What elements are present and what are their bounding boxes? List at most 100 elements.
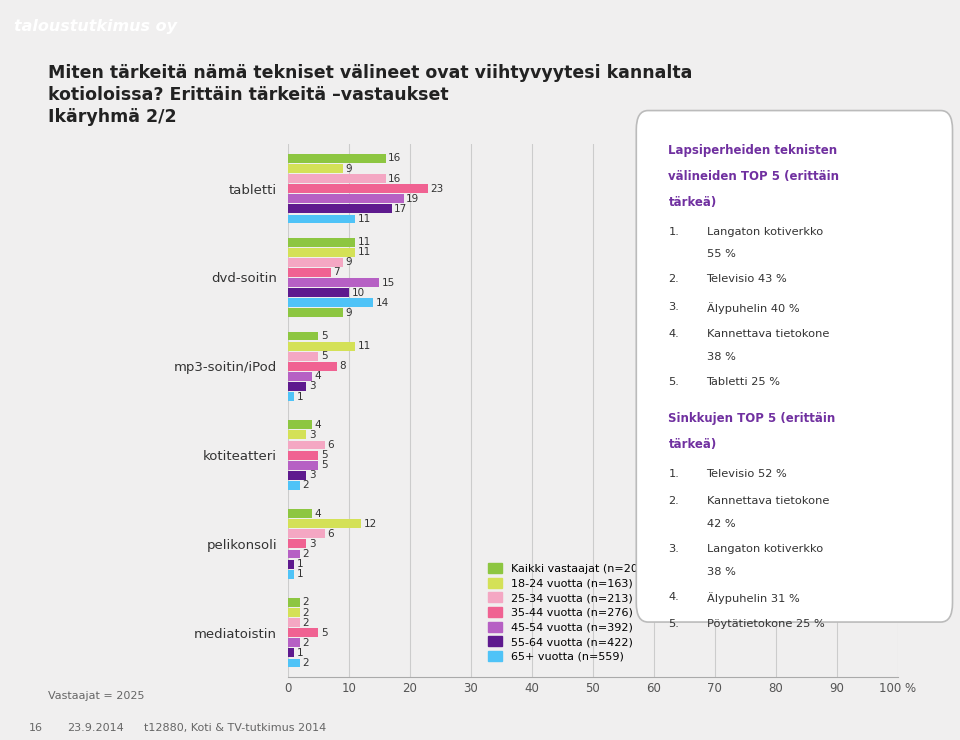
Text: 2.: 2. (668, 275, 680, 284)
FancyBboxPatch shape (636, 110, 952, 622)
Bar (288, 154, 386, 163)
Text: 4: 4 (315, 371, 322, 381)
Text: Älypuhelin 40 %: Älypuhelin 40 % (707, 302, 799, 314)
Text: 3: 3 (309, 539, 315, 549)
Bar (288, 628, 319, 637)
Text: 16: 16 (29, 723, 43, 733)
Text: 11: 11 (357, 238, 371, 247)
Bar (288, 382, 306, 391)
Bar (288, 539, 306, 548)
Bar (288, 184, 428, 193)
Bar (288, 481, 300, 490)
Text: 2: 2 (302, 608, 309, 617)
Bar (288, 174, 386, 183)
Bar (288, 288, 349, 297)
Bar (288, 238, 355, 246)
Text: 3: 3 (309, 471, 315, 480)
Bar (288, 342, 355, 351)
Text: 12: 12 (364, 519, 377, 528)
Text: 11: 11 (357, 247, 371, 258)
Text: 1: 1 (297, 648, 303, 658)
Text: 4: 4 (315, 508, 322, 519)
Text: 2: 2 (302, 658, 309, 668)
Text: 1: 1 (297, 569, 303, 579)
Text: 1.: 1. (668, 226, 680, 237)
Bar (288, 392, 294, 401)
Text: 2: 2 (302, 597, 309, 608)
Text: 16: 16 (388, 153, 401, 164)
Text: 11: 11 (357, 341, 371, 351)
Text: 2: 2 (302, 638, 309, 648)
Text: 9: 9 (346, 308, 352, 317)
Text: 42 %: 42 % (707, 519, 735, 529)
Text: Älypuhelin 31 %: Älypuhelin 31 % (707, 592, 800, 604)
Text: välineiden TOP 5 (erittäin: välineiden TOP 5 (erittäin (668, 169, 839, 183)
Text: 3: 3 (309, 382, 315, 391)
Bar (288, 509, 312, 518)
Bar (288, 420, 312, 429)
Text: 2: 2 (302, 549, 309, 559)
Text: 23: 23 (431, 184, 444, 194)
Text: Pöytätietokone 25 %: Pöytätietokone 25 % (707, 619, 825, 629)
Bar (288, 278, 379, 287)
Text: 11: 11 (357, 214, 371, 224)
Text: Langaton kotiverkko: Langaton kotiverkko (707, 544, 823, 554)
Text: 4.: 4. (668, 329, 680, 340)
Text: 2.: 2. (668, 496, 680, 506)
Text: Kannettava tietokone: Kannettava tietokone (707, 329, 828, 340)
Text: 6: 6 (327, 440, 334, 450)
Text: Miten tärkeitä nämä tekniset välineet ovat viihtyvyytesi kannalta: Miten tärkeitä nämä tekniset välineet ov… (48, 64, 692, 81)
Bar (288, 309, 343, 317)
Text: Tabletti 25 %: Tabletti 25 % (707, 377, 780, 387)
Bar (288, 529, 324, 538)
Bar (288, 258, 343, 267)
Text: 2: 2 (302, 618, 309, 628)
Bar (288, 451, 319, 460)
Bar (288, 215, 355, 223)
Text: 38 %: 38 % (707, 567, 735, 576)
Bar (288, 608, 300, 617)
Text: taloustutkimus oy: taloustutkimus oy (13, 19, 177, 34)
Bar (288, 440, 324, 449)
Bar (288, 570, 294, 579)
Text: 55 %: 55 % (707, 249, 735, 259)
Text: Televisio 43 %: Televisio 43 % (707, 275, 787, 284)
Text: tärkeä): tärkeä) (668, 438, 717, 451)
Text: Sinkkujen TOP 5 (erittäin: Sinkkujen TOP 5 (erittäin (668, 411, 836, 425)
Bar (288, 659, 300, 667)
Text: 16: 16 (388, 174, 401, 184)
Text: 38 %: 38 % (707, 352, 735, 362)
Text: 5: 5 (321, 628, 327, 638)
Text: Langaton kotiverkko: Langaton kotiverkko (707, 226, 823, 237)
Bar (288, 268, 330, 277)
Text: 7: 7 (333, 267, 340, 278)
Text: 15: 15 (382, 278, 396, 288)
Bar (288, 164, 343, 173)
Text: 3.: 3. (668, 544, 680, 554)
Bar (288, 248, 355, 257)
Bar (288, 550, 300, 559)
Text: t12880, Koti & TV-tutkimus 2014: t12880, Koti & TV-tutkimus 2014 (144, 723, 326, 733)
Text: 10: 10 (351, 288, 365, 297)
Text: 5: 5 (321, 460, 327, 470)
Bar (288, 618, 300, 627)
Text: 1: 1 (297, 391, 303, 402)
Bar (288, 372, 312, 381)
Text: 9: 9 (346, 164, 352, 173)
Text: 4: 4 (315, 420, 322, 430)
Text: Vastaajat = 2025: Vastaajat = 2025 (48, 691, 145, 702)
Text: kotioloissa? Erittäin tärkeitä –vastaukset: kotioloissa? Erittäin tärkeitä –vastauks… (48, 86, 448, 104)
Bar (288, 461, 319, 470)
Bar (288, 471, 306, 480)
Text: 9: 9 (346, 258, 352, 267)
Bar (288, 352, 319, 360)
Text: 5.: 5. (668, 377, 680, 387)
Bar (288, 298, 373, 307)
Text: Ikäryhmä 2/2: Ikäryhmä 2/2 (48, 108, 177, 126)
Bar (288, 519, 361, 528)
Legend: Kaikki vastaajat (n=2025), 18-24 vuotta (n=163), 25-34 vuotta (n=213), 35-44 vuo: Kaikki vastaajat (n=2025), 18-24 vuotta … (484, 559, 660, 666)
Text: 6: 6 (327, 529, 334, 539)
Text: 8: 8 (339, 361, 346, 371)
Text: 1.: 1. (668, 468, 680, 479)
Text: 19: 19 (406, 194, 420, 204)
